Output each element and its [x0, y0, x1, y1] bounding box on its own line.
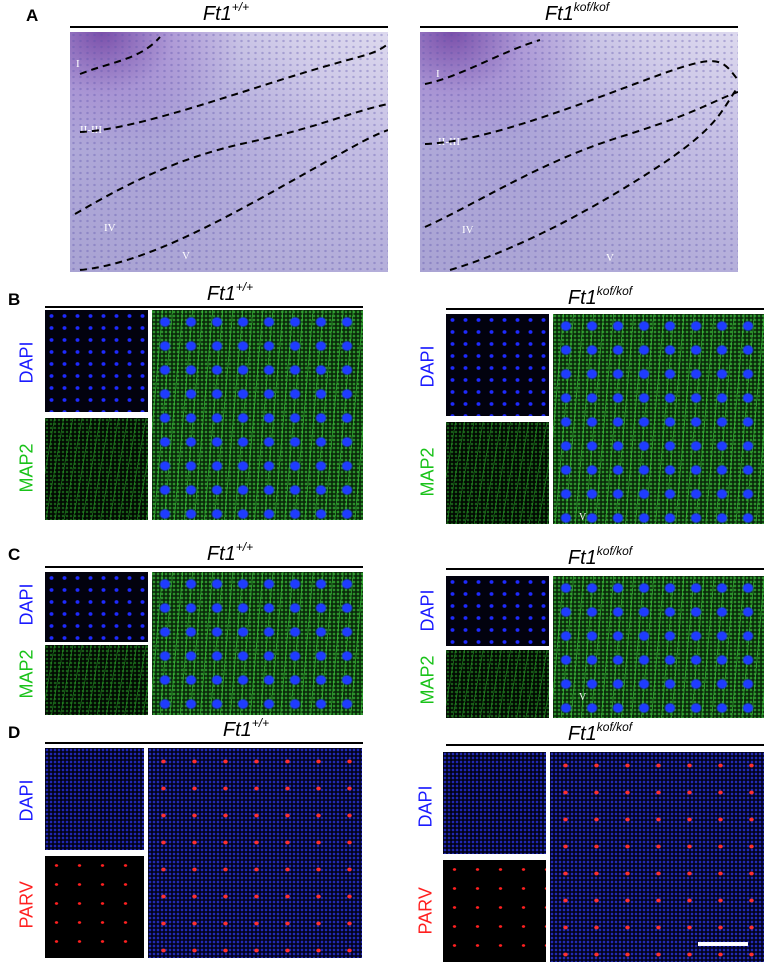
panel-b-mut-dapi-image — [446, 314, 549, 416]
panel-b-wt-merge-image — [152, 310, 363, 520]
panel-d-mut-parv-image — [443, 860, 546, 962]
panel-d-wt-parv-label: PARV — [16, 881, 37, 929]
panel-d-wt-dapi-image — [45, 748, 144, 850]
panel-c-mut-map2-image — [446, 650, 549, 718]
panel-c-inset-layer-label: V — [579, 692, 587, 703]
panel-c-wt-merge-image — [152, 572, 363, 715]
panel-d-mut-parv-label: PARV — [415, 887, 436, 935]
panel-c-wt-map2-image — [45, 645, 148, 715]
panel-a-wt-bar — [70, 26, 388, 28]
panel-c-wt-map2-label: MAP2 — [16, 649, 37, 699]
panel-b-mut-merge-image: V — [553, 314, 764, 524]
panel-d-genotype-wt: Ft1+/+ — [222, 716, 270, 741]
layer-boundary-lines — [424, 39, 738, 271]
panel-d-genotype-mut: Ft1kof/kof — [567, 720, 633, 745]
panel-a-nissl-mut-image: I II-III IV V — [420, 32, 738, 272]
layer-boundary-lines — [74, 36, 388, 271]
panel-b-wt-map2-image — [45, 418, 148, 520]
panel-c-genotype-mut: Ft1kof/kof — [567, 544, 633, 569]
panel-a-genotype-mut: Ft1kof/kof — [544, 0, 610, 25]
panel-letter-d: D — [8, 723, 21, 742]
layer-label-iv: IV — [462, 224, 474, 236]
layer-label-i: I — [76, 58, 80, 70]
panel-b-mut-map2-image — [446, 422, 549, 524]
panel-d-mut-merge-image — [550, 752, 764, 962]
panel-d-mut-dapi-label: DAPI — [415, 785, 436, 828]
panel-b-wt-bar — [45, 306, 363, 308]
panel-b-genotype-wt: Ft1+/+ — [206, 280, 254, 305]
panel-c-mut-map2-label: MAP2 — [417, 655, 438, 705]
layer-label-ii-iii: II-III — [80, 124, 102, 136]
panel-a-genotype-wt: Ft1+/+ — [202, 0, 250, 25]
panel-c-wt-bar — [45, 566, 363, 568]
panel-b-mut-map2-label: MAP2 — [417, 447, 438, 497]
panel-c-mut-merge-image: V — [553, 576, 764, 718]
panel-c-mut-bar — [446, 568, 764, 570]
panel-b-wt-dapi-label: DAPI — [16, 341, 37, 384]
scale-bar — [698, 942, 748, 946]
panel-d-mut-bar — [446, 744, 764, 746]
layer-label-i: I — [436, 68, 440, 80]
layer-label-v: V — [182, 250, 190, 262]
panel-c-mut-dapi-image — [446, 576, 549, 646]
panel-letter-a: A — [26, 6, 39, 25]
panel-d-mut-dapi-image — [443, 752, 546, 854]
panel-b-mut-bar — [446, 308, 764, 310]
panel-b-genotype-mut: Ft1kof/kof — [567, 284, 633, 309]
panel-letter-b: B — [8, 290, 21, 309]
panel-a-nissl-wt-image: I II-III IV V — [70, 32, 388, 272]
panel-a-mut-bar — [420, 26, 738, 28]
panel-c-wt-dapi-label: DAPI — [16, 583, 37, 626]
panel-b-inset-layer-label: V — [579, 512, 587, 523]
panel-b-wt-map2-label: MAP2 — [16, 443, 37, 493]
panel-c-genotype-wt: Ft1+/+ — [206, 540, 254, 565]
panel-b-mut-dapi-label: DAPI — [417, 345, 438, 388]
panel-c-wt-dapi-image — [45, 572, 148, 642]
panel-d-wt-dapi-label: DAPI — [16, 779, 37, 822]
layer-label-iv: IV — [104, 222, 116, 234]
panel-d-wt-parv-image — [45, 856, 144, 958]
layer-label-v: V — [606, 252, 614, 264]
panel-b-wt-dapi-image — [45, 310, 148, 412]
panel-c-mut-dapi-label: DAPI — [417, 589, 438, 632]
panel-d-wt-merge-image — [148, 748, 362, 958]
panel-d-wt-bar — [45, 742, 363, 744]
panel-letter-c: C — [8, 545, 21, 564]
